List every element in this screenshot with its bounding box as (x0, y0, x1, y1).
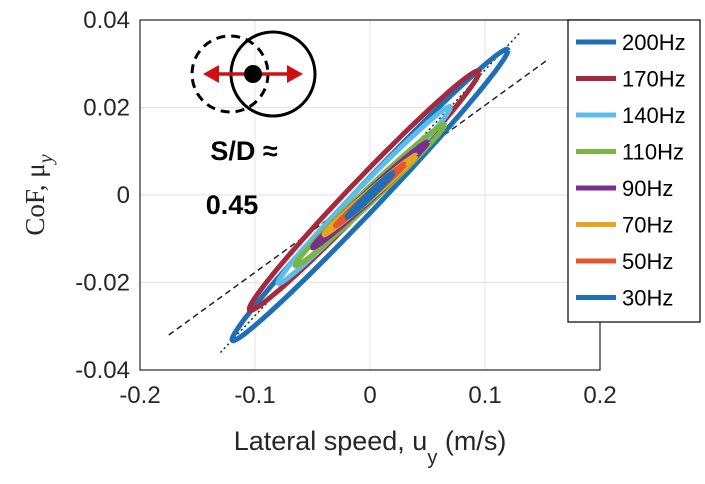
arrow-left-icon (203, 65, 219, 83)
legend-label-50Hz: 50Hz (622, 249, 673, 274)
series-loop-30Hz (344, 170, 396, 220)
y-tick-labels: -0.04 -0.02 0 0.02 0.04 (75, 7, 130, 384)
x-tick-labels: -0.2 -0.1 0 0.1 0.2 (119, 382, 616, 409)
y-tick-label: -0.02 (75, 270, 130, 297)
x-tick-label: 0.1 (468, 382, 501, 409)
legend-label-170Hz: 170Hz (622, 67, 686, 92)
legend-box (567, 19, 701, 323)
legend-label-70Hz: 70Hz (622, 213, 673, 238)
legend-label-140Hz: 140Hz (622, 103, 686, 128)
y-tick-label: 0.02 (83, 95, 130, 122)
legend-label-200Hz: 200Hz (622, 30, 686, 55)
legend-label-90Hz: 90Hz (622, 176, 673, 201)
x-tick-label: 0.2 (583, 382, 616, 409)
legend-label-30Hz: 30Hz (622, 286, 673, 311)
contact-point-icon (244, 65, 262, 83)
annotation-ratio-label: S/D ≈ (210, 136, 278, 166)
annotation-ratio-value: 0.45 (206, 190, 259, 220)
x-axis-label: Lateral speed, uy (m/s) (234, 426, 507, 469)
y-axis-label: CoF, μy (20, 154, 57, 235)
y-tick-label: -0.04 (75, 357, 130, 384)
contact-diagram (190, 30, 317, 118)
x-tick-label: -0.1 (234, 382, 275, 409)
x-tick-label: 0 (363, 382, 376, 409)
legend: 200Hz 170Hz 140Hz 110Hz 90Hz 70Hz 50Hz 30Hz (567, 19, 701, 323)
x-tick-label: -0.2 (119, 382, 160, 409)
y-tick-label: 0 (117, 182, 130, 209)
series-loop-200Hz (229, 46, 511, 344)
legend-label-110Hz: 110Hz (622, 140, 684, 165)
series-group (229, 46, 511, 344)
arrow-right-icon (287, 65, 303, 83)
y-tick-label: 0.04 (83, 7, 130, 34)
